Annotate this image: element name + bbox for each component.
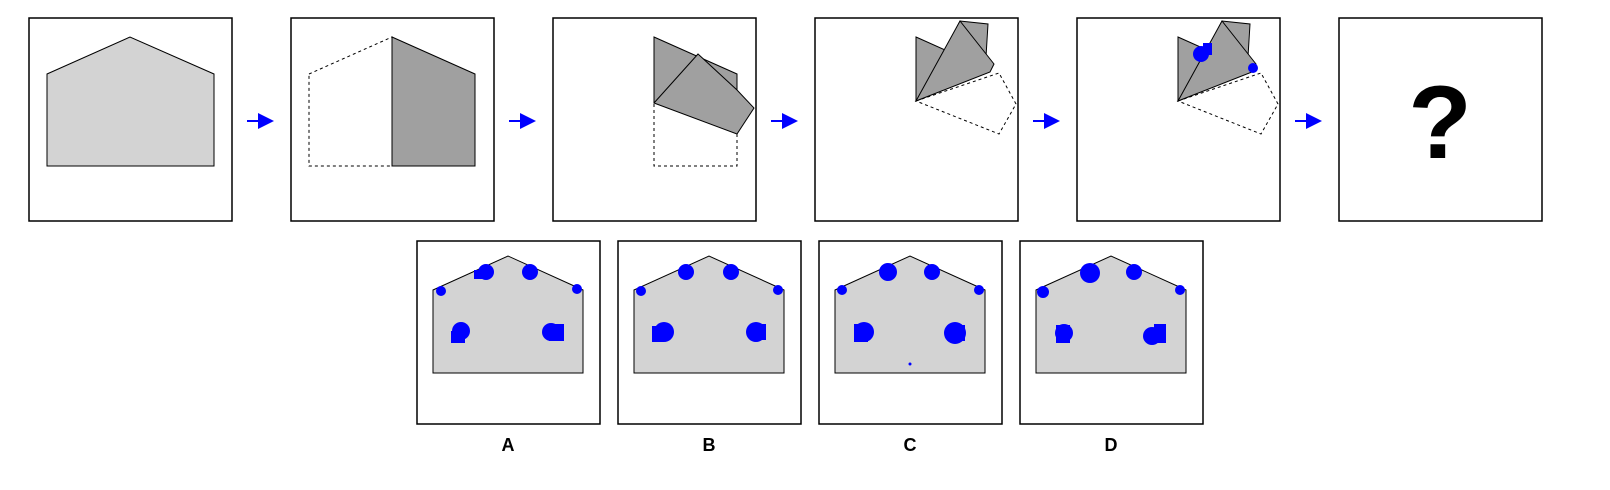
folded-paper [391,36,476,167]
option-label: C [904,435,917,455]
paper-shape [432,255,584,374]
paper-shape [46,36,215,167]
option-label: D [1105,435,1118,455]
option-c[interactable]: C [818,240,1003,455]
hole [1175,285,1185,295]
hole [549,324,564,341]
step-5-panel [1076,17,1281,222]
hole [474,270,486,279]
hole [652,326,664,342]
hole [636,286,646,296]
folded-paper-flap [653,53,755,135]
option-label: A [502,435,515,455]
question-panel: ? [1338,17,1543,222]
hole [1080,263,1100,283]
hole [678,264,694,280]
hole [908,362,912,366]
punched-hole [1248,63,1258,73]
paper-shape [834,255,986,374]
hole [436,286,446,296]
hole [451,331,465,343]
hole [773,285,783,295]
hole [837,285,847,295]
option-b[interactable]: B [617,240,802,455]
step-2-panel [290,17,495,222]
option-label: B [703,435,716,455]
hole [854,324,868,342]
hole [974,285,984,295]
folded-paper-front [914,20,995,102]
hole [953,325,965,341]
step-3-panel [552,17,757,222]
paper-shape [633,255,785,374]
step-4-panel [814,17,1019,222]
hole [1056,325,1070,343]
hole [1037,286,1049,298]
hole [572,284,582,294]
hole [723,264,739,280]
fold-outline [1176,72,1279,135]
option-d[interactable]: D [1019,240,1204,455]
hole [756,324,766,340]
step-1-panel [28,17,233,222]
fold-outline [308,36,393,167]
hole [879,263,897,281]
hole [522,264,538,280]
punched-hole [1193,43,1212,62]
fold-outline [914,72,1017,135]
question-mark-icon: ? [1408,65,1472,181]
hole [924,264,940,280]
hole [1154,324,1166,343]
hole [1126,264,1142,280]
option-a[interactable]: A [416,240,601,455]
